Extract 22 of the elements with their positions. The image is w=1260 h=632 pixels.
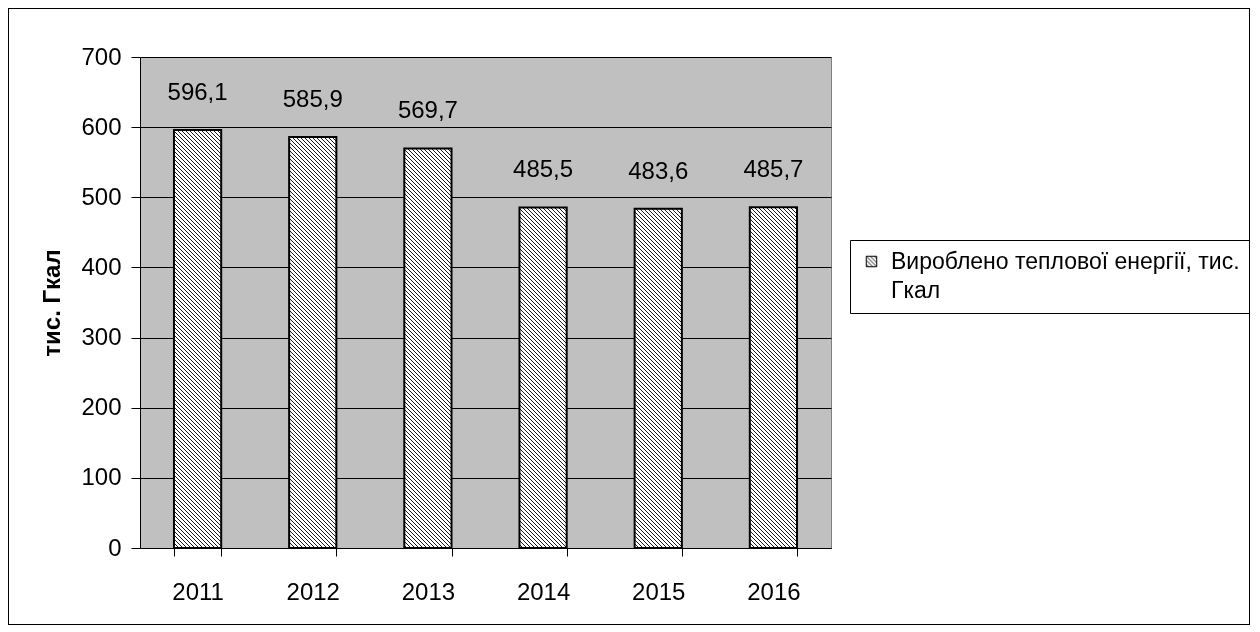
x-tick-label: 2011 <box>172 577 224 605</box>
x-tick-label: 2013 <box>401 577 456 605</box>
data-label: 483,6 <box>628 156 689 184</box>
data-label: 596,1 <box>167 77 228 105</box>
y-tick-label: 300 <box>81 323 122 351</box>
x-tick-label: 2015 <box>632 577 686 605</box>
data-label: 569,7 <box>397 96 458 124</box>
y-tick-label: 400 <box>81 252 122 280</box>
y-tick-label: 500 <box>81 182 122 210</box>
y-tick-label: 200 <box>81 393 122 421</box>
y-tick-label: 600 <box>81 112 122 140</box>
x-tick-label: 2016 <box>747 577 801 605</box>
y-axis-title: тис. Гкал <box>38 249 66 357</box>
data-label: 585,9 <box>282 85 343 113</box>
x-tick-label: 2014 <box>516 577 571 605</box>
data-label: 485,7 <box>743 155 804 183</box>
legend-label: Вироблено теплової енергії, тис. Гкал <box>891 247 1240 303</box>
y-tick-label: 100 <box>81 463 122 491</box>
x-tick-label: 2012 <box>286 577 340 605</box>
data-label: 485,5 <box>513 155 574 183</box>
y-tick-label: 700 <box>81 42 122 70</box>
y-tick-label: 0 <box>108 533 122 561</box>
